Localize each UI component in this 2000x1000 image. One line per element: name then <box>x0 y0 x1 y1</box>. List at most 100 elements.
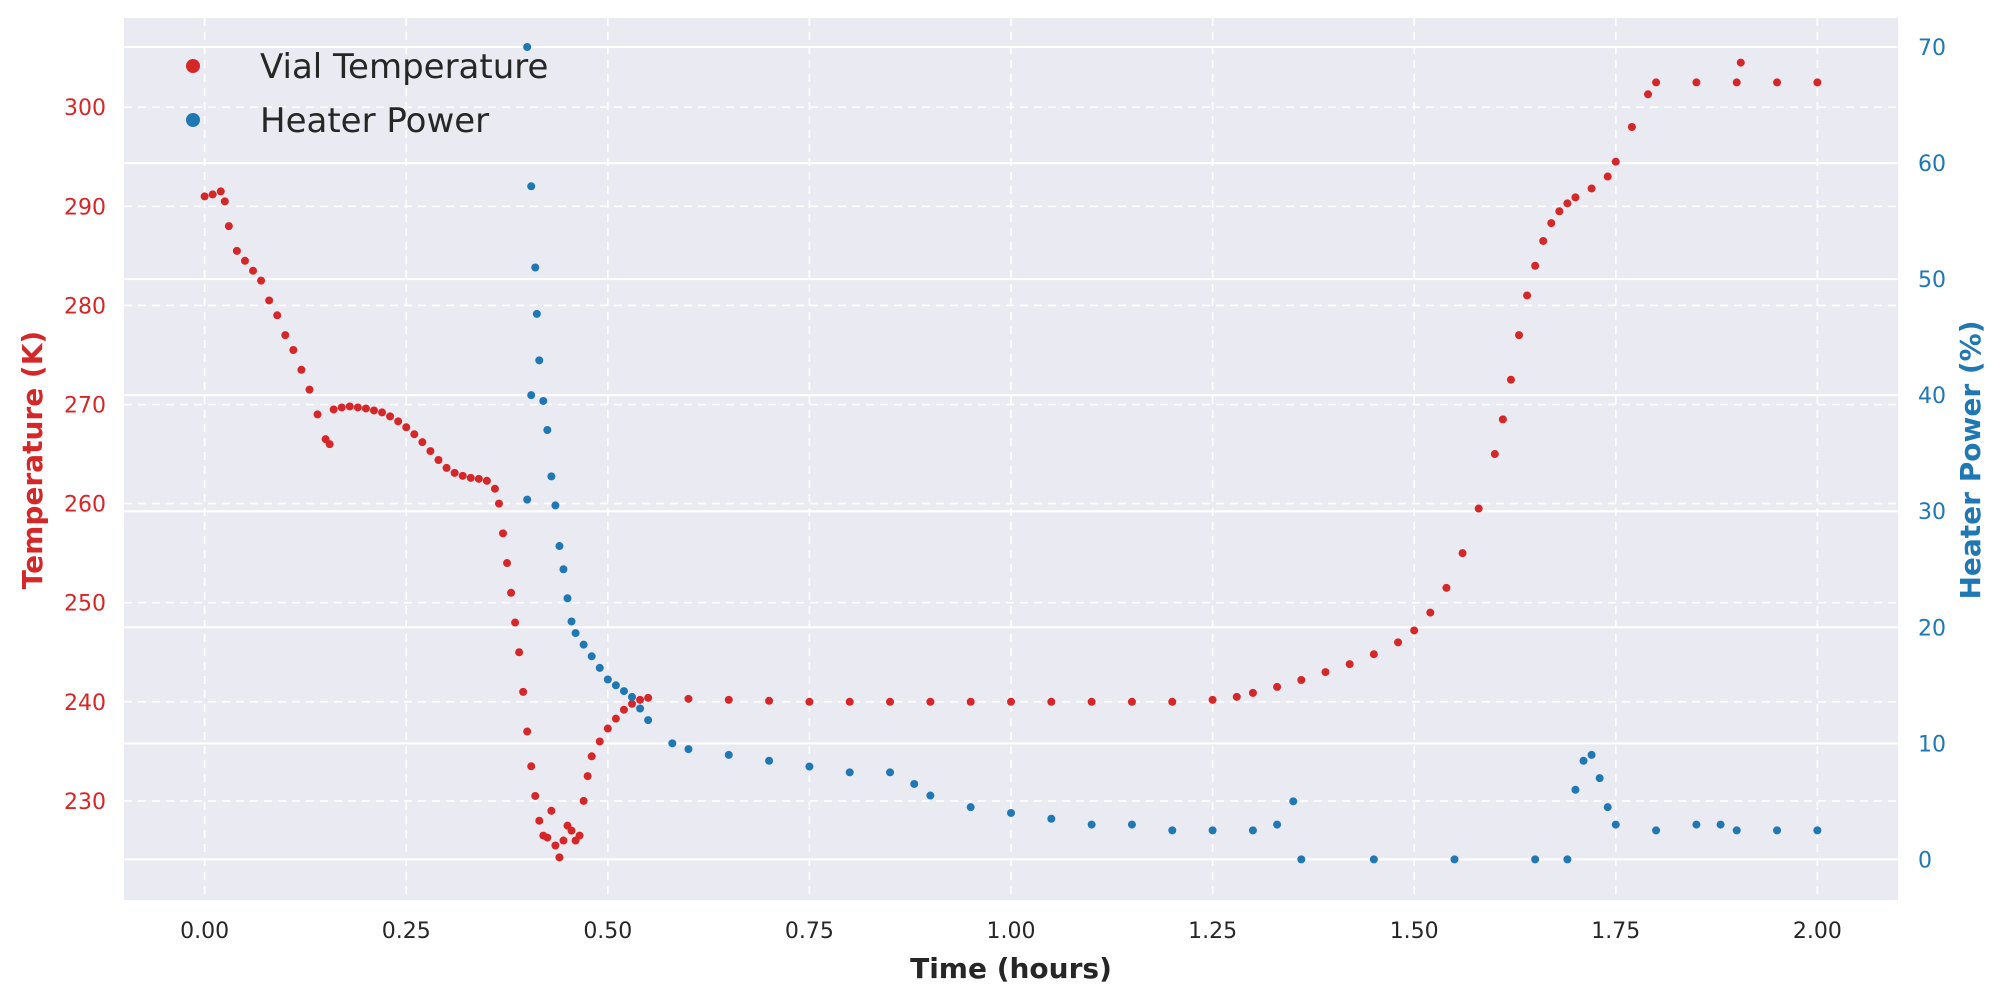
vial-temperature-point <box>353 403 362 412</box>
y-right-tick-label: 20 <box>1918 616 1946 641</box>
vial-temperature-point <box>345 402 354 411</box>
vial-temperature-point <box>434 455 443 464</box>
vial-temperature-point <box>1732 78 1741 87</box>
heater-power-point <box>547 472 556 481</box>
vial-temperature-point <box>1539 236 1548 245</box>
heater-power-point <box>595 663 604 672</box>
vial-temperature-point <box>369 406 378 415</box>
vial-temperature-point <box>305 385 314 394</box>
vial-temperature-point <box>1506 375 1515 384</box>
y-right-tick-label: 30 <box>1918 500 1946 525</box>
heater-power-point <box>910 779 919 788</box>
heater-power-point <box>527 391 536 400</box>
vial-temperature-point <box>886 697 895 706</box>
vial-temperature-point <box>329 405 338 414</box>
y-left-tick-label: 240 <box>64 691 106 716</box>
heater-power-point <box>1571 785 1580 794</box>
heater-power-point <box>1087 820 1096 829</box>
vial-temperature-point <box>313 410 322 419</box>
vial-temperature-point <box>297 365 306 374</box>
vial-temperature-point <box>224 222 233 231</box>
heater-power-point <box>1595 774 1604 783</box>
vial-temperature-point <box>208 190 217 199</box>
vial-temperature-point <box>684 694 693 703</box>
heater-power-point <box>559 565 568 574</box>
vial-temperature-point <box>511 618 520 627</box>
heater-power-point <box>551 501 560 510</box>
heater-power-point <box>1297 855 1306 864</box>
vial-temperature-point <box>386 412 395 421</box>
series-heater-power <box>523 43 1822 864</box>
vial-temperature-point <box>555 853 564 862</box>
vial-temperature-point <box>1321 668 1330 677</box>
vial-temperature-point <box>1547 219 1556 228</box>
vial-temperature-point <box>636 695 645 704</box>
vial-temperature-point <box>265 296 274 305</box>
vial-temperature-point <box>1692 78 1701 87</box>
vial-temperature-point <box>1208 695 1217 704</box>
vial-temperature-point <box>519 687 528 696</box>
vial-temperature-point <box>257 276 266 285</box>
vial-temperature-point <box>442 463 451 472</box>
heater-power-point <box>1007 808 1015 817</box>
vial-temperature-point <box>551 841 560 850</box>
vial-temperature-point <box>595 737 604 746</box>
vial-temperature-point <box>1442 583 1451 592</box>
y-left-tick-label: 300 <box>64 96 106 121</box>
y-right-tick-label: 0 <box>1918 848 1932 873</box>
vial-temperature-point <box>1652 78 1661 87</box>
heater-power-point <box>1531 855 1540 864</box>
vial-temperature-point <box>200 192 209 201</box>
y-left-tick-label: 250 <box>64 592 106 617</box>
x-axis-title: Time (hours) <box>910 952 1112 985</box>
x-tick-label: 0.00 <box>180 919 229 944</box>
vial-temperature-point <box>361 404 370 413</box>
vial-temperature-point <box>410 430 419 439</box>
legend-label-vial-temperature: Vial Temperature <box>260 47 548 87</box>
vial-temperature-point <box>273 311 282 320</box>
vial-temperature-point <box>1007 697 1015 706</box>
vial-temperature-point <box>547 806 556 815</box>
vial-temperature-point <box>1168 697 1177 706</box>
heater-power-point <box>587 652 596 661</box>
heater-power-point <box>1716 820 1725 829</box>
y-right-tick-label: 10 <box>1918 732 1946 757</box>
heater-power-point <box>966 803 975 812</box>
y-right-tick-label: 50 <box>1918 268 1946 293</box>
vial-temperature-point <box>1571 193 1580 202</box>
heater-power-point <box>555 542 564 551</box>
heater-power-point <box>535 356 544 365</box>
heater-power-point <box>1732 826 1741 835</box>
vial-temperature-point <box>1047 697 1056 706</box>
vial-temperature-point <box>240 256 249 265</box>
vial-temperature-point <box>1813 78 1822 87</box>
y-left-tick-label: 290 <box>64 195 106 220</box>
vial-temperature-point <box>611 714 620 723</box>
vial-temperature-point <box>567 826 576 835</box>
vial-temperature-point <box>458 471 467 480</box>
x-tick-label: 0.75 <box>785 919 834 944</box>
heater-power-point <box>926 791 935 800</box>
vial-temperature-point <box>1369 650 1378 659</box>
heater-power-point <box>579 640 588 649</box>
x-axis-ticks: 0.00 0.25 0.50 0.75 1.00 1.25 1.50 1.75 2.00 <box>180 919 1842 944</box>
vial-temperature-point <box>527 762 536 771</box>
vial-temperature-point <box>579 796 588 805</box>
heater-power-point <box>1603 803 1612 812</box>
vial-temperature-point <box>1232 692 1241 701</box>
vial-temperature-point <box>515 648 524 657</box>
heater-power-point <box>571 629 580 638</box>
heater-power-point <box>523 495 532 504</box>
heater-power-point <box>1208 826 1217 835</box>
legend-marker-vial-temperature <box>186 59 200 73</box>
vial-temperature-point <box>1523 291 1532 300</box>
vial-temperature-point <box>1410 626 1419 635</box>
vial-temperature-point <box>1611 157 1620 166</box>
vial-temperature-point <box>281 331 290 340</box>
vial-temperature-point <box>1627 123 1636 132</box>
heater-power-point <box>765 756 774 765</box>
vial-temperature-point <box>543 833 552 842</box>
legend: Vial Temperature Heater Power <box>186 47 548 141</box>
vial-temperature-point <box>1587 184 1596 193</box>
vial-temperature-point <box>474 474 483 483</box>
